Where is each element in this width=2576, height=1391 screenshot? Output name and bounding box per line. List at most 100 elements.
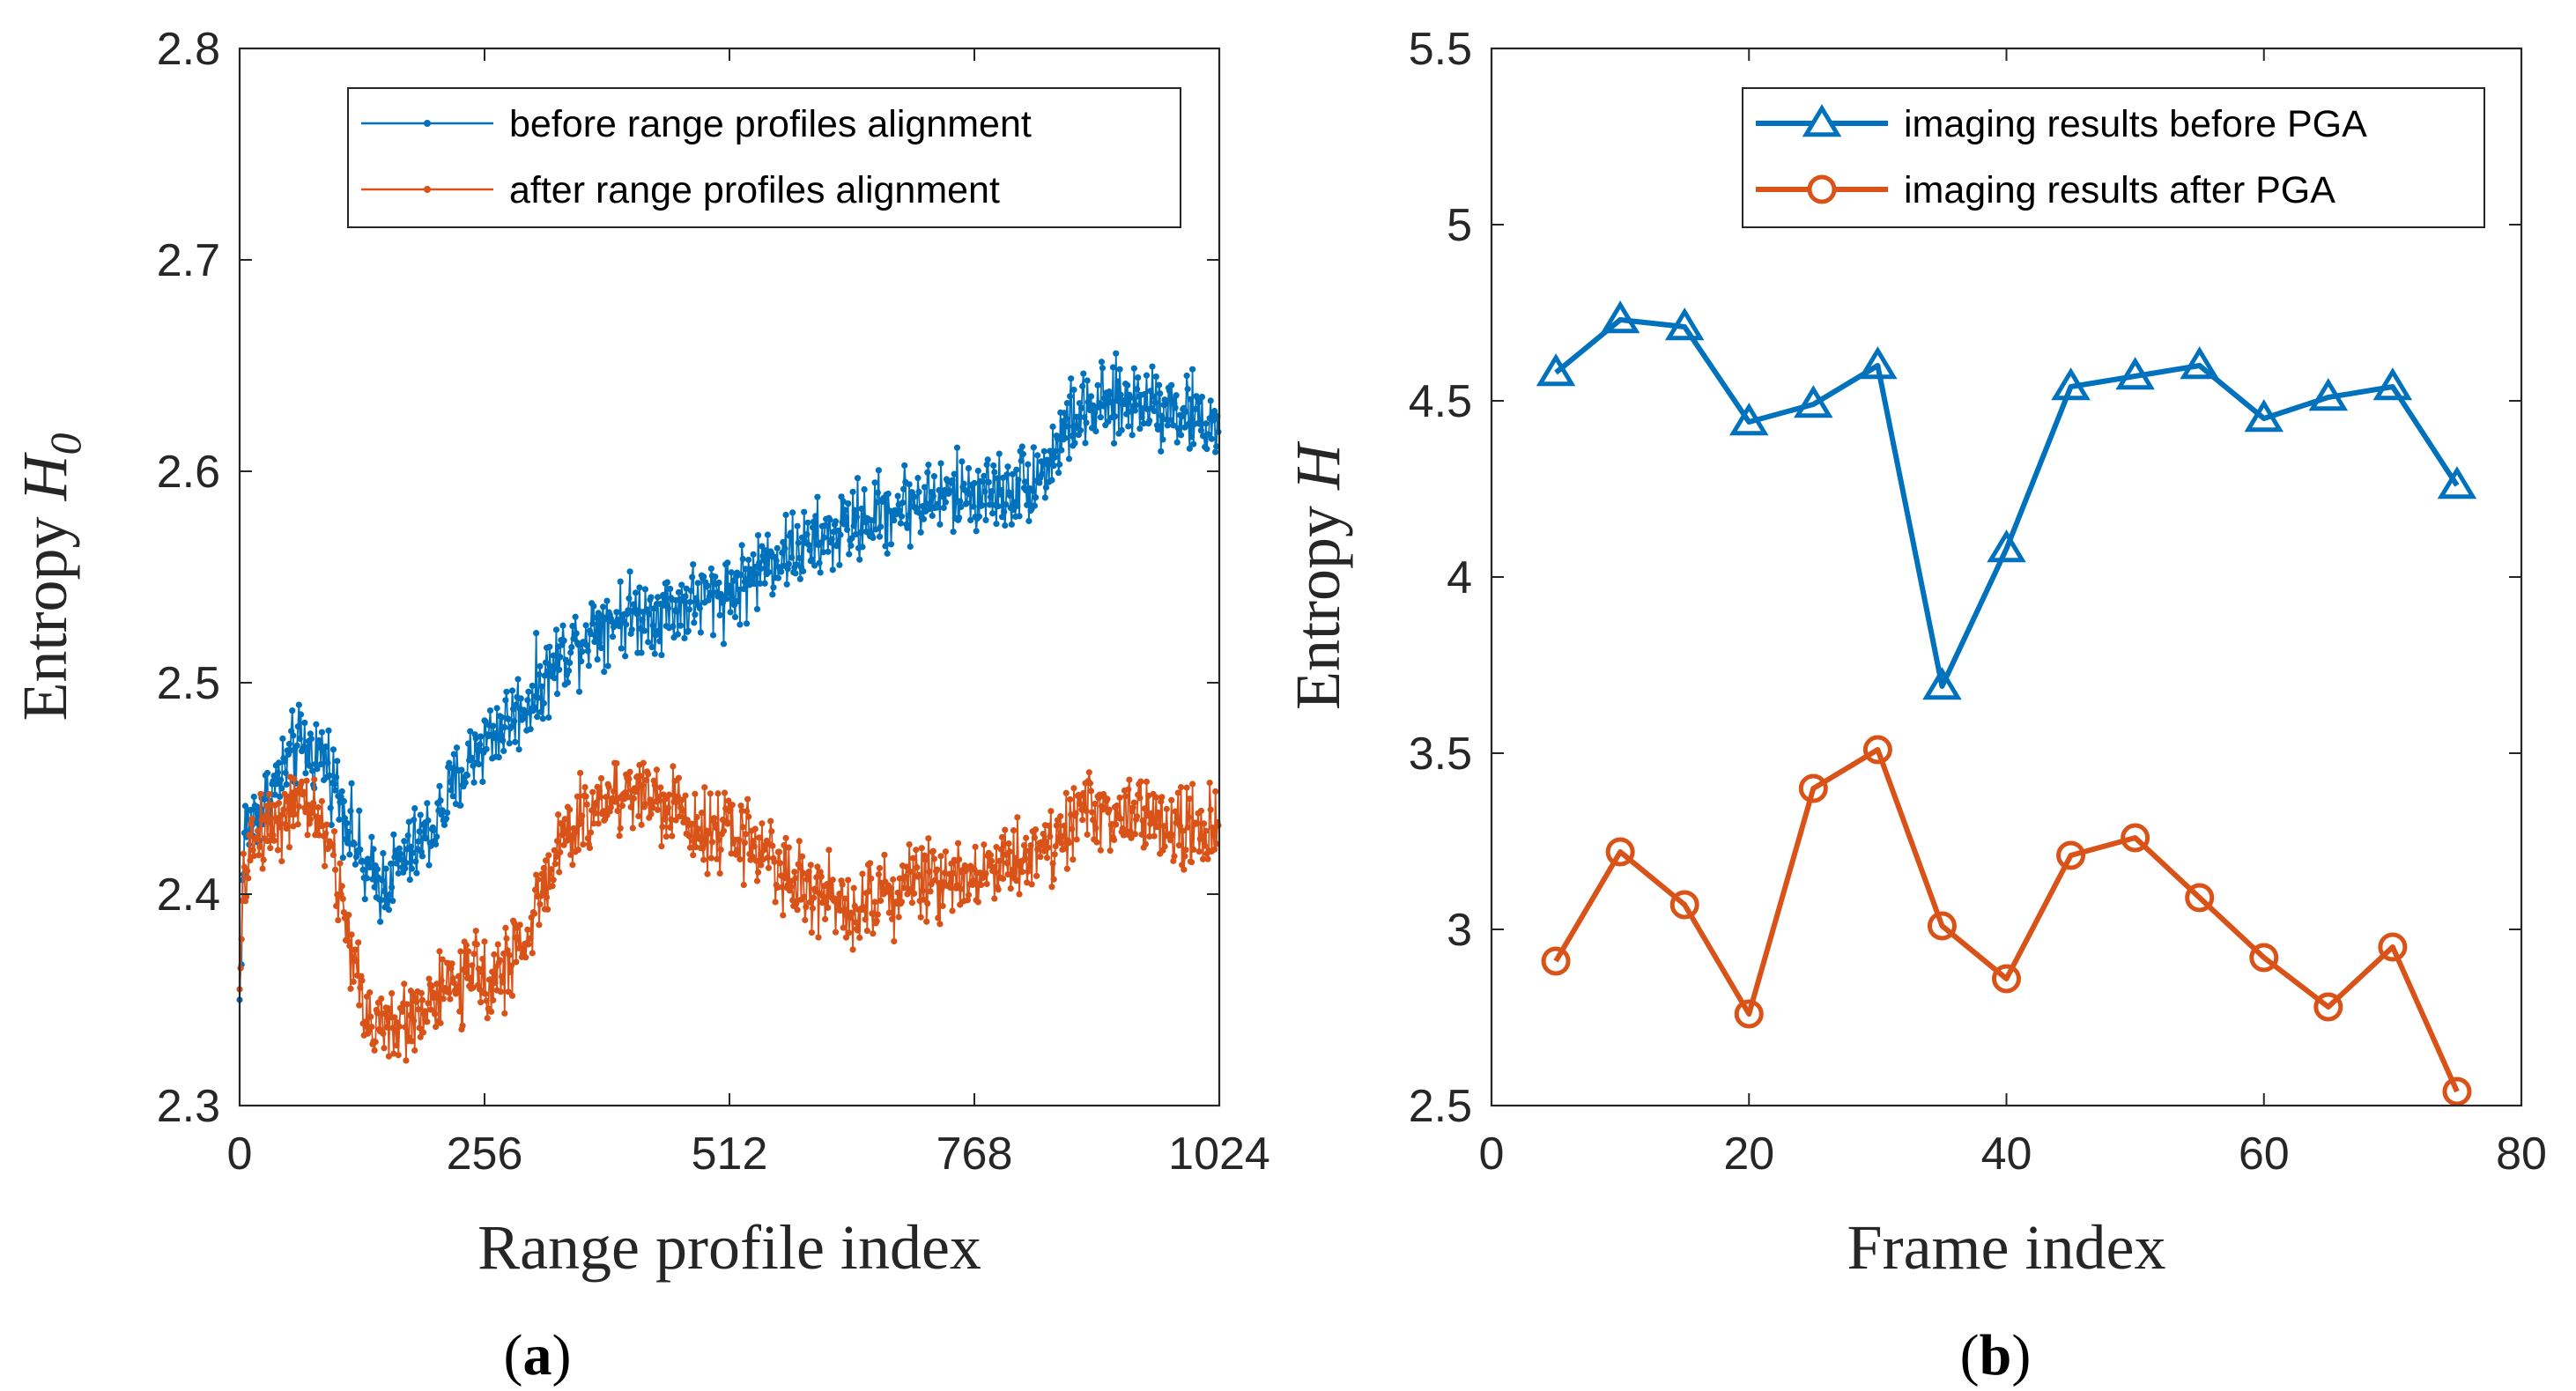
panel-a-series-0-point xyxy=(568,643,575,651)
panel-a-series-0-point xyxy=(560,637,567,644)
panel-a-series-1-point xyxy=(537,900,544,908)
panel-a-series-1-point xyxy=(391,1014,398,1021)
panel-b-series-1-line xyxy=(1553,747,2460,1093)
panel-a-series-1-point xyxy=(814,863,821,870)
panel-a-series-0-point xyxy=(505,715,512,722)
panel-a-series-1-point xyxy=(769,842,776,849)
panel-a-series-0-point xyxy=(600,603,607,610)
panel-a-series-1-point xyxy=(1155,811,1163,818)
panel-a-series-1-point xyxy=(909,855,917,862)
panel-a-series-0-point xyxy=(735,597,742,605)
panel-a-series-1-point xyxy=(557,848,564,856)
panel-a-series-1-point xyxy=(256,843,263,851)
panel-a-series-0-point xyxy=(1179,412,1186,420)
panel-a-series-1-point xyxy=(596,794,603,801)
panel-a-series-1-point xyxy=(1079,817,1086,824)
panel-a-series-0-point xyxy=(278,785,285,792)
panel-a-series-0-point xyxy=(757,580,764,587)
panel-a-series-1-point xyxy=(366,989,374,996)
panel-a-series-0-point xyxy=(1208,435,1215,442)
panel-a-series-0-point xyxy=(681,634,688,642)
panel-b-legend-label-0: imaging results before PGA xyxy=(1904,103,2367,145)
panel-a-series-1-point xyxy=(1072,810,1079,817)
panel-a-series-0-point xyxy=(1024,501,1031,508)
panel-a-series-0-point xyxy=(692,611,699,618)
panel-a-series-0-point xyxy=(840,498,847,505)
panel-a-series-0-point xyxy=(937,460,944,467)
panel-a-series-1-point xyxy=(995,886,1002,893)
panel-a-series-1-point xyxy=(874,911,881,918)
panel-b-series-1-point xyxy=(1992,964,2021,994)
panel-a-series-1-point xyxy=(867,860,874,867)
panel-a-series-0-point xyxy=(515,746,522,753)
panel-a-series-0-point xyxy=(1064,423,1072,430)
panel-a-series-0-point xyxy=(778,568,785,575)
panel-a-series-1-point xyxy=(622,788,629,796)
panel-a-series-0-point xyxy=(876,533,884,540)
panel-a-series-0-point xyxy=(1140,420,1147,427)
panel-a-series-1-point xyxy=(1048,884,1055,891)
panel-a-series-0-point xyxy=(673,608,680,615)
panel-a-series-1-point xyxy=(436,948,443,955)
panel-a-series-0-point xyxy=(814,493,821,500)
panel-a-series-0-point xyxy=(418,853,426,860)
panel-a-series-1-point xyxy=(700,856,707,863)
panel-a-series-0-point xyxy=(828,536,835,543)
panel-a-series-1-point xyxy=(801,893,808,900)
panel-a-series-0-point xyxy=(696,604,703,612)
panel-a-series-0-point xyxy=(861,485,868,493)
panel-a-series-1-point xyxy=(322,862,329,869)
panel-a-series-1-point xyxy=(702,840,709,847)
panel-a-series-0-point xyxy=(444,809,451,817)
panel-a-series-1-point xyxy=(279,810,286,818)
panel-a-series-0-point xyxy=(927,502,934,509)
panel-b-series-1-point xyxy=(1605,837,1635,867)
panel-a-series-1-point xyxy=(889,915,896,922)
panel-a-series-0-point xyxy=(537,708,544,715)
panel-a-series-1-point xyxy=(478,968,485,975)
panel-a-series-1-point xyxy=(699,845,707,852)
panel-a-series-0-point xyxy=(1155,381,1163,388)
panel-a-series-0-point xyxy=(957,498,964,505)
panel-a-series-0-point xyxy=(301,719,308,727)
panel-a-series-0-point xyxy=(982,516,989,523)
panel-a-series-1-point xyxy=(488,1008,495,1016)
panel-a-series-1-point xyxy=(381,1010,389,1017)
panel-a-series-0-point xyxy=(351,840,358,847)
panel-a-series-0-point xyxy=(811,562,818,569)
panel-a-series-1-point xyxy=(734,847,741,854)
panel-a-series-1-point xyxy=(981,841,988,848)
panel-a-series-0-point xyxy=(533,630,540,637)
panel-b-series-0-point xyxy=(1664,307,1705,341)
panel-a-series-0-point xyxy=(1157,390,1164,397)
panel-a-series-1-point xyxy=(1180,827,1187,834)
panel-a-series-1-point xyxy=(1014,814,1021,821)
panel-a-series-1-point xyxy=(477,999,485,1006)
panel-a-series-0-point xyxy=(341,815,349,822)
panel-a-series-1-point xyxy=(1148,810,1155,817)
panel-a-series-0-point xyxy=(800,567,807,574)
panel-a-series-0-point xyxy=(678,581,685,588)
panel-a-series-0-point xyxy=(966,491,973,498)
panel-a-series-1-point xyxy=(592,810,599,817)
panel-a-series-0-point xyxy=(636,584,643,591)
panel-a-series-0-point xyxy=(960,480,967,487)
panel-a-series-0-point xyxy=(1029,487,1036,494)
panel-a-series-0-point xyxy=(604,662,611,670)
panel-a-series-0-point xyxy=(754,532,762,539)
panel-a-series-1-point xyxy=(1125,786,1132,793)
panel-a-series-0-point xyxy=(511,718,518,725)
panel-a-series-1-point xyxy=(873,917,880,925)
panel-a-series-1-point xyxy=(300,788,307,795)
panel-b-y-tick-label: 2.5 xyxy=(1409,1081,1472,1132)
panel-a-series-1-point xyxy=(367,1013,374,1020)
panel-a-series-0-point xyxy=(513,701,520,708)
panel-b-y-tick-label: 5 xyxy=(1447,200,1472,251)
panel-a-x-axis-label: Range profile index xyxy=(477,1212,981,1283)
panel-a-series-0-point xyxy=(462,779,469,786)
panel-a-series-0-point xyxy=(691,619,698,626)
panel-a-series-1-point xyxy=(1172,808,1179,815)
panel-b-caption-open: ( xyxy=(1960,1323,1980,1387)
panel-a-series-0-point xyxy=(1049,423,1056,430)
panel-a-series-0-point xyxy=(626,568,633,575)
